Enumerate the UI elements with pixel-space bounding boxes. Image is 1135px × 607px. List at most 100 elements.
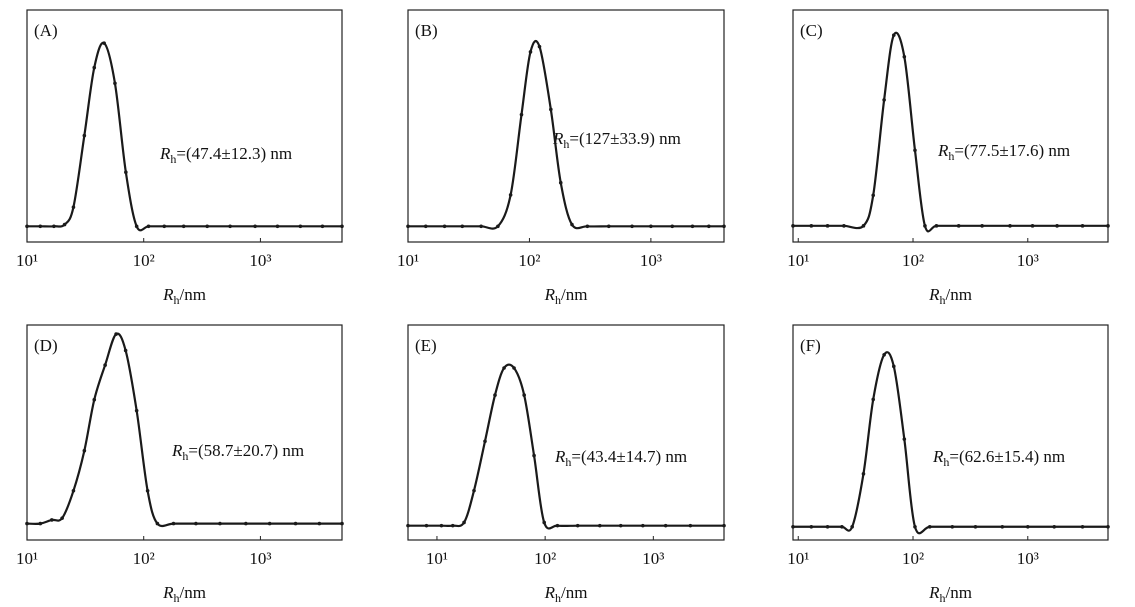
data-point (980, 224, 984, 228)
subscript: h (170, 152, 176, 166)
data-point (479, 224, 483, 229)
data-point (92, 65, 97, 70)
x-tick-label: 10² (518, 251, 540, 270)
data-point (722, 523, 726, 528)
annotation: Rh=(58.7±20.7) nm (171, 441, 304, 463)
symbol: R (159, 144, 171, 163)
symbol: R (554, 447, 566, 466)
data-point (134, 224, 139, 229)
symbol: R (937, 141, 949, 160)
x-tick-label: 10¹ (16, 549, 38, 568)
data-point (171, 521, 176, 526)
x-tick-label: 10² (902, 549, 924, 568)
symbol: R (932, 447, 944, 466)
data-point (809, 224, 814, 228)
data-point (25, 521, 29, 526)
x-tick-label: 10² (133, 549, 155, 568)
data-point (134, 408, 139, 413)
data-point (82, 448, 87, 453)
data-point (649, 224, 653, 229)
subscript: h (173, 293, 179, 307)
subscript: h (555, 591, 561, 605)
annotation: Rh=(43.4±14.7) nm (554, 447, 687, 469)
panel-label: (A) (34, 21, 58, 40)
data-point (537, 44, 542, 49)
data-point (493, 393, 497, 397)
data-point (630, 224, 634, 229)
data-point (861, 224, 866, 228)
data-point (522, 393, 526, 397)
data-point (570, 222, 574, 227)
data-point (663, 523, 668, 528)
data-point (124, 170, 128, 175)
text: =(47.4±12.3) nm (176, 144, 292, 163)
text: /nm (179, 583, 205, 602)
text: /nm (179, 285, 205, 304)
panel-label: (E) (415, 336, 437, 355)
x-tick-label: 10³ (640, 251, 662, 270)
data-point (460, 224, 465, 229)
data-point (618, 523, 623, 528)
data-point (244, 521, 248, 526)
panel-label: (C) (800, 21, 823, 40)
data-point (25, 224, 29, 229)
data-point (267, 521, 272, 526)
data-point (228, 224, 232, 229)
data-point (606, 224, 611, 229)
x-tick-label: 10² (133, 251, 155, 270)
data-point (519, 112, 524, 117)
data-point (690, 224, 695, 229)
x-tick-label: 10³ (249, 251, 271, 270)
fit-line (793, 351, 1108, 535)
plot-frame (792, 324, 1109, 541)
data-point (902, 54, 907, 59)
subscript: h (563, 137, 569, 151)
data-point (950, 524, 955, 529)
x-axis-label: Rh/nm (928, 583, 972, 605)
x-tick-label: 10¹ (397, 251, 419, 270)
subscript: h (939, 591, 945, 605)
data-point (532, 453, 536, 458)
plot-frame (407, 324, 725, 541)
x-tick-label: 10³ (1017, 549, 1039, 568)
plot-frame (792, 9, 1109, 243)
data-point (549, 107, 553, 112)
data-point (462, 520, 466, 525)
annotation: Rh=(47.4±12.3) nm (159, 144, 292, 166)
data-point (1030, 224, 1035, 228)
data-point (1025, 524, 1030, 529)
data-point (60, 516, 64, 520)
data-point (575, 523, 580, 528)
data-point (558, 180, 563, 185)
text: /nm (561, 285, 587, 304)
text: /nm (945, 583, 971, 602)
data-point (508, 193, 513, 197)
data-point (502, 366, 506, 370)
data-point (1106, 524, 1110, 529)
x-tick-label: 10¹ (787, 549, 809, 568)
data-point (722, 224, 726, 229)
plot-frame (407, 9, 725, 243)
data-point (102, 41, 106, 45)
data-point (1106, 224, 1110, 228)
data-point (913, 524, 917, 529)
data-point (439, 523, 444, 528)
data-point (253, 224, 257, 229)
data-point (113, 81, 117, 86)
x-tick-label: 10² (534, 549, 556, 568)
subscript: h (555, 293, 561, 307)
x-tick-label: 10³ (249, 549, 271, 568)
data-point (825, 224, 830, 228)
data-point (52, 224, 56, 229)
data-point (472, 488, 476, 493)
x-tick-label: 10¹ (787, 251, 809, 270)
data-point (317, 521, 322, 526)
subscript: h (948, 149, 954, 163)
text: /nm (561, 583, 587, 602)
data-point (861, 472, 866, 476)
symbol: R (928, 583, 940, 602)
data-point (641, 523, 645, 528)
